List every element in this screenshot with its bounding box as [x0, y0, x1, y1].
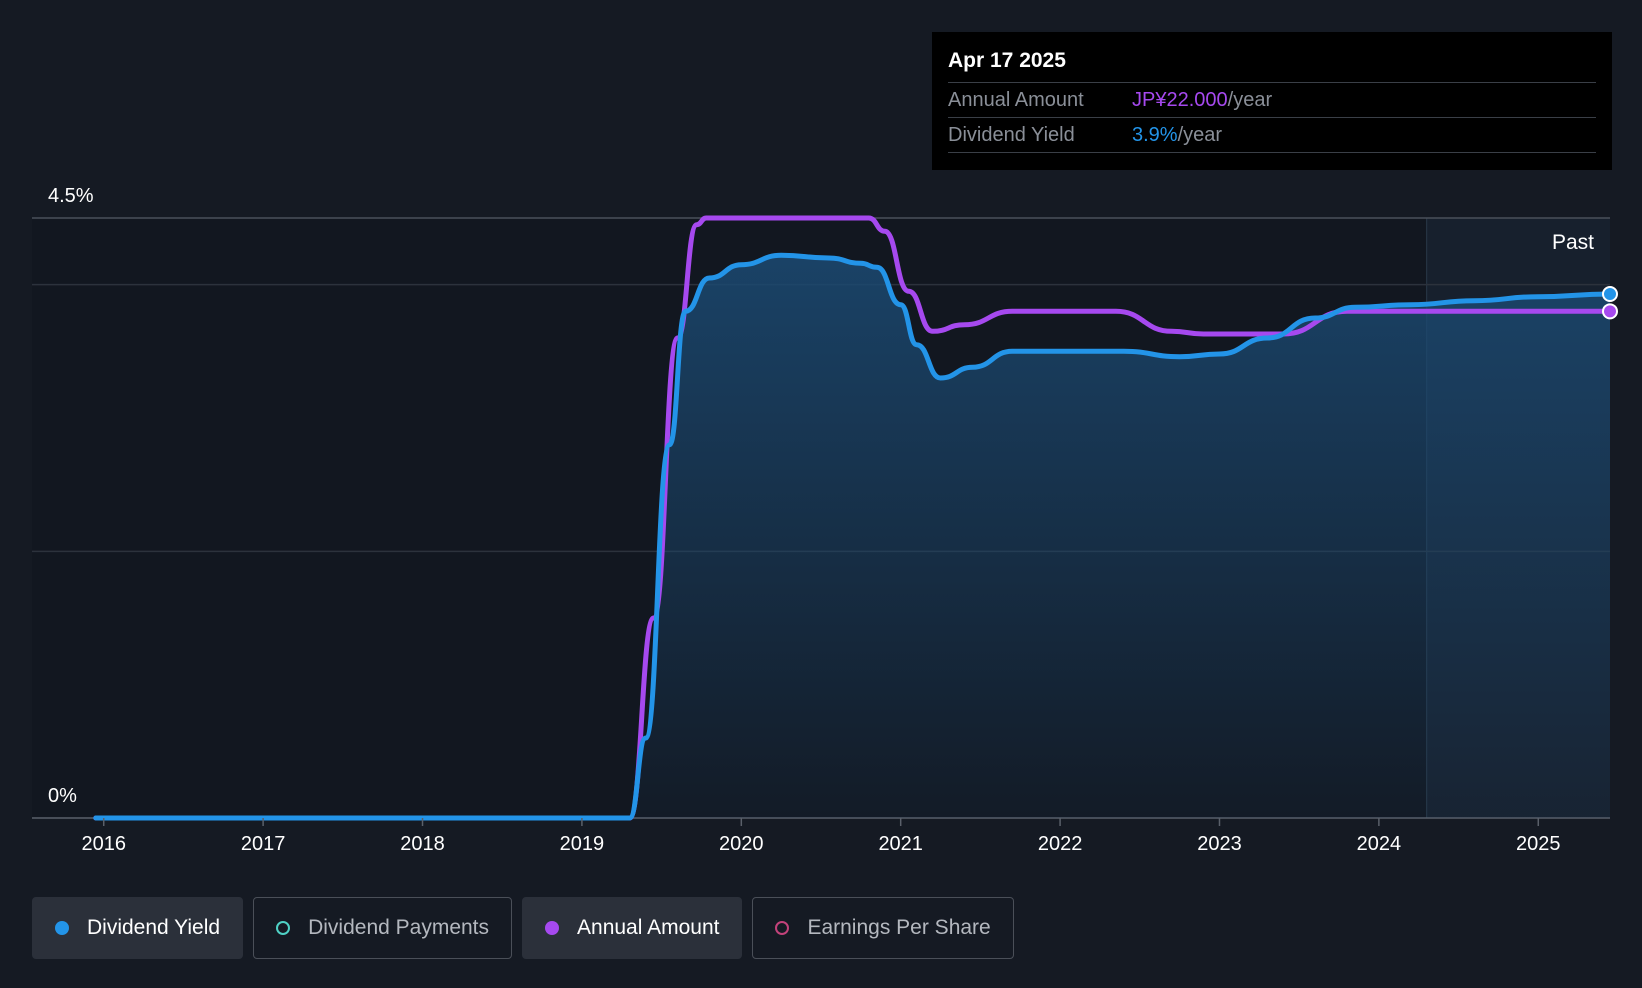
dividend-yield-line [93, 252, 1613, 821]
x-tick-label: 2020 [719, 833, 764, 855]
legend-label: Earnings Per Share [807, 916, 991, 939]
tooltip: Apr 17 2025 Annual Amount JP¥22.000 /yea… [932, 32, 1612, 170]
legend-label: Dividend Payments [308, 916, 490, 939]
x-tick-label: 2016 [81, 833, 126, 855]
legend: Dividend Yield Dividend Payments Annual … [32, 897, 1014, 959]
dividend-yield-area [95, 255, 1610, 819]
legend-ring-icon [775, 921, 790, 935]
tooltip-row-dividend-yield: Dividend Yield 3.9% /year [948, 118, 1596, 153]
tooltip-unit: /year [1227, 89, 1273, 111]
x-tick-label: 2024 [1357, 833, 1402, 855]
x-tick-label: 2017 [241, 833, 286, 855]
x-tick-label: 2019 [560, 833, 605, 855]
x-tick-label: 2023 [1197, 833, 1242, 855]
tooltip-label: Annual Amount [948, 89, 1084, 111]
tooltip-value: 3.9% [1132, 124, 1178, 146]
y-tick-label: 0% [48, 785, 77, 807]
past-label: Past [1552, 231, 1594, 254]
legend-dot-icon [545, 921, 560, 935]
legend-earnings-per-share[interactable]: Earnings Per Share [752, 897, 1014, 959]
legend-dividend-payments[interactable]: Dividend Payments [253, 897, 513, 959]
tooltip-unit: /year [1177, 124, 1223, 146]
legend-annual-amount[interactable]: Annual Amount [522, 897, 743, 959]
tooltip-label: Dividend Yield [948, 124, 1075, 146]
annual-amount-line [93, 215, 1613, 821]
tooltip-date: Apr 17 2025 [948, 46, 1596, 83]
legend-dividend-yield[interactable]: Dividend Yield [32, 897, 244, 959]
x-tick-label: 2018 [400, 833, 445, 855]
legend-dot-icon [55, 921, 69, 935]
x-tick-label: 2021 [878, 833, 923, 855]
x-tick-label: 2022 [1038, 833, 1083, 855]
x-tick-label: 2025 [1516, 833, 1561, 855]
legend-label: Annual Amount [577, 916, 720, 939]
legend-ring-icon [276, 921, 291, 935]
legend-label: Dividend Yield [87, 916, 221, 939]
tooltip-value: JP¥22.000 [1132, 89, 1228, 111]
tooltip-row-annual-amount: Annual Amount JP¥22.000 /year [948, 83, 1596, 118]
annual-amount-marker [1602, 303, 1618, 320]
y-tick-label: 4.5% [48, 185, 94, 207]
dividend-yield-marker [1602, 286, 1618, 302]
